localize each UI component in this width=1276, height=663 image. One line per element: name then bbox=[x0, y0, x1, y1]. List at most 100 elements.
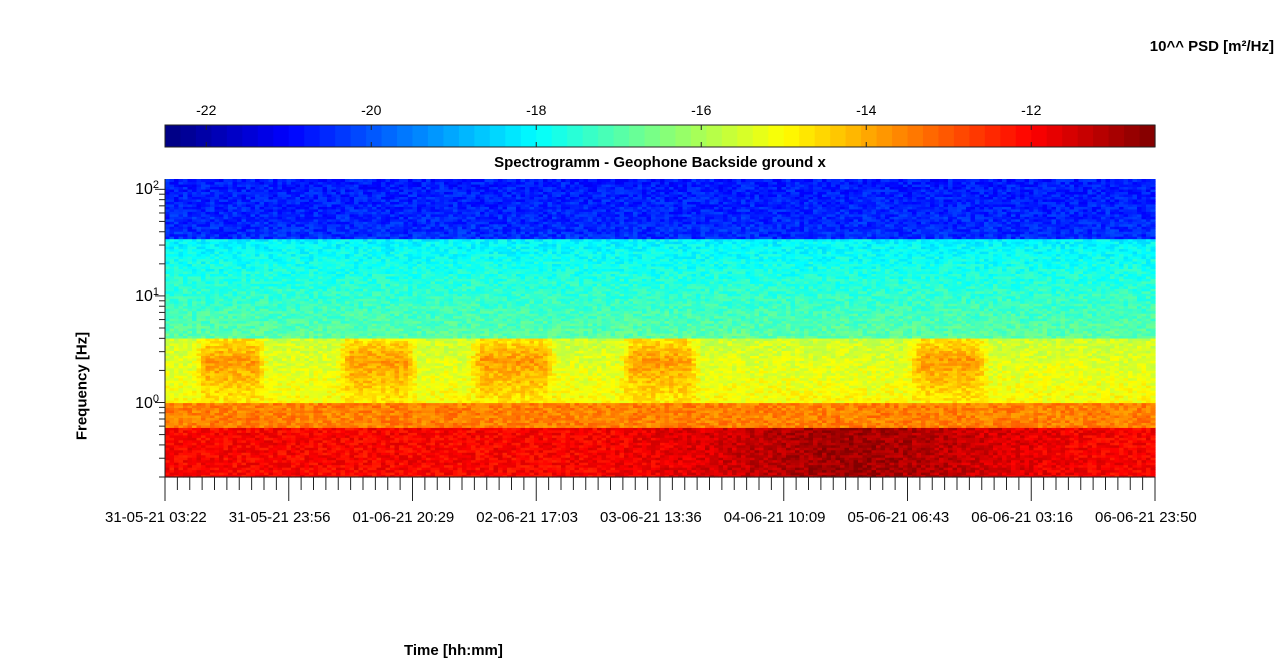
heatmap-cell bbox=[192, 382, 198, 386]
heatmap-cell bbox=[169, 233, 175, 237]
heatmap-cell bbox=[178, 472, 184, 476]
heatmap-cell bbox=[214, 350, 220, 354]
heatmap-cell bbox=[228, 330, 234, 334]
heatmap-cell bbox=[223, 323, 229, 327]
heatmap-cell bbox=[201, 340, 207, 344]
heatmap-cell bbox=[241, 472, 247, 476]
heatmap-cell bbox=[255, 459, 261, 463]
heatmap-cell bbox=[192, 419, 198, 423]
heatmap-cell bbox=[277, 365, 283, 369]
heatmap-cell bbox=[196, 188, 202, 193]
heatmap-cell bbox=[169, 231, 175, 235]
heatmap-cell bbox=[169, 400, 175, 404]
heatmap-cell bbox=[255, 213, 261, 217]
heatmap-cell bbox=[259, 253, 265, 257]
heatmap-cell bbox=[250, 390, 256, 394]
heatmap-cell bbox=[196, 295, 202, 299]
heatmap-cell bbox=[169, 444, 175, 448]
heatmap-cell bbox=[165, 315, 171, 319]
heatmap-cell bbox=[210, 216, 216, 220]
heatmap-cell bbox=[237, 253, 243, 257]
heatmap-cell bbox=[255, 263, 261, 267]
heatmap-cell bbox=[223, 340, 229, 344]
heatmap-cell bbox=[196, 290, 202, 294]
heatmap-cell bbox=[210, 447, 216, 451]
heatmap-cell bbox=[201, 439, 207, 443]
heatmap-cell bbox=[210, 419, 216, 423]
heatmap-cell bbox=[255, 332, 261, 337]
heatmap-cell bbox=[183, 439, 189, 443]
heatmap-cell bbox=[232, 196, 238, 200]
heatmap-cell bbox=[196, 417, 202, 421]
heatmap-cell bbox=[205, 280, 211, 284]
heatmap-cell bbox=[273, 268, 279, 272]
heatmap-cell bbox=[219, 347, 225, 351]
heatmap-cell bbox=[282, 347, 288, 351]
heatmap-cell bbox=[223, 352, 229, 356]
heatmap-cell bbox=[232, 253, 238, 257]
heatmap-cell bbox=[237, 467, 243, 471]
heatmap-cell bbox=[277, 372, 283, 376]
heatmap-cell bbox=[169, 419, 175, 423]
heatmap-cell bbox=[273, 280, 279, 284]
heatmap-cell bbox=[192, 236, 198, 240]
heatmap-cell bbox=[277, 459, 283, 463]
heatmap-cell bbox=[223, 226, 229, 230]
heatmap-cell bbox=[246, 370, 252, 374]
heatmap-cell bbox=[201, 196, 207, 200]
heatmap-cell bbox=[241, 275, 247, 279]
heatmap-cell bbox=[192, 387, 198, 391]
heatmap-cell bbox=[183, 452, 189, 456]
heatmap-cell bbox=[250, 313, 256, 317]
heatmap-cell bbox=[228, 472, 234, 476]
heatmap-cell bbox=[273, 422, 279, 426]
heatmap-cell bbox=[205, 231, 211, 235]
heatmap-cell bbox=[174, 211, 180, 215]
heatmap-cell bbox=[174, 305, 180, 309]
heatmap-cell bbox=[237, 310, 243, 314]
colorbar-segment bbox=[922, 125, 940, 147]
heatmap-cell bbox=[255, 444, 261, 448]
heatmap-cell bbox=[210, 414, 216, 418]
heatmap-cell bbox=[219, 265, 225, 269]
heatmap-cell bbox=[228, 231, 234, 235]
heatmap-cell bbox=[228, 342, 234, 346]
heatmap-cell bbox=[187, 315, 193, 319]
heatmap-cell bbox=[268, 380, 274, 384]
heatmap-cell bbox=[277, 260, 283, 265]
heatmap-cell bbox=[183, 218, 189, 222]
heatmap-cell bbox=[273, 419, 279, 423]
heatmap-cell bbox=[169, 198, 175, 202]
heatmap-cell bbox=[237, 231, 243, 235]
heatmap-cell bbox=[273, 273, 279, 277]
heatmap-cell bbox=[241, 253, 247, 257]
heatmap-cell bbox=[246, 238, 252, 242]
heatmap-cell bbox=[259, 397, 265, 401]
heatmap-cell bbox=[228, 246, 234, 250]
heatmap-cell bbox=[165, 395, 171, 399]
heatmap-cell bbox=[192, 417, 198, 421]
heatmap-cell bbox=[277, 377, 283, 381]
heatmap-cell bbox=[169, 432, 175, 436]
heatmap-cell bbox=[219, 409, 225, 414]
heatmap-cell bbox=[250, 337, 256, 342]
heatmap-cell bbox=[246, 226, 252, 230]
heatmap-cell bbox=[228, 293, 234, 297]
heatmap-cell bbox=[165, 203, 171, 207]
heatmap-cell bbox=[273, 382, 279, 386]
heatmap-cell bbox=[232, 303, 238, 307]
heatmap-cell bbox=[196, 283, 202, 287]
heatmap-cell bbox=[282, 395, 288, 399]
heatmap-cell bbox=[255, 360, 261, 364]
heatmap-cell bbox=[241, 434, 247, 438]
heatmap-cell bbox=[214, 404, 220, 409]
heatmap-cell bbox=[232, 211, 238, 215]
heatmap-cell bbox=[196, 385, 202, 389]
heatmap-cell bbox=[205, 365, 211, 369]
heatmap-cell bbox=[174, 268, 180, 272]
heatmap-cell bbox=[187, 241, 193, 245]
heatmap-cell bbox=[223, 449, 229, 453]
heatmap-cell bbox=[237, 454, 243, 458]
heatmap-cell bbox=[255, 241, 261, 245]
heatmap-cell bbox=[282, 424, 288, 428]
